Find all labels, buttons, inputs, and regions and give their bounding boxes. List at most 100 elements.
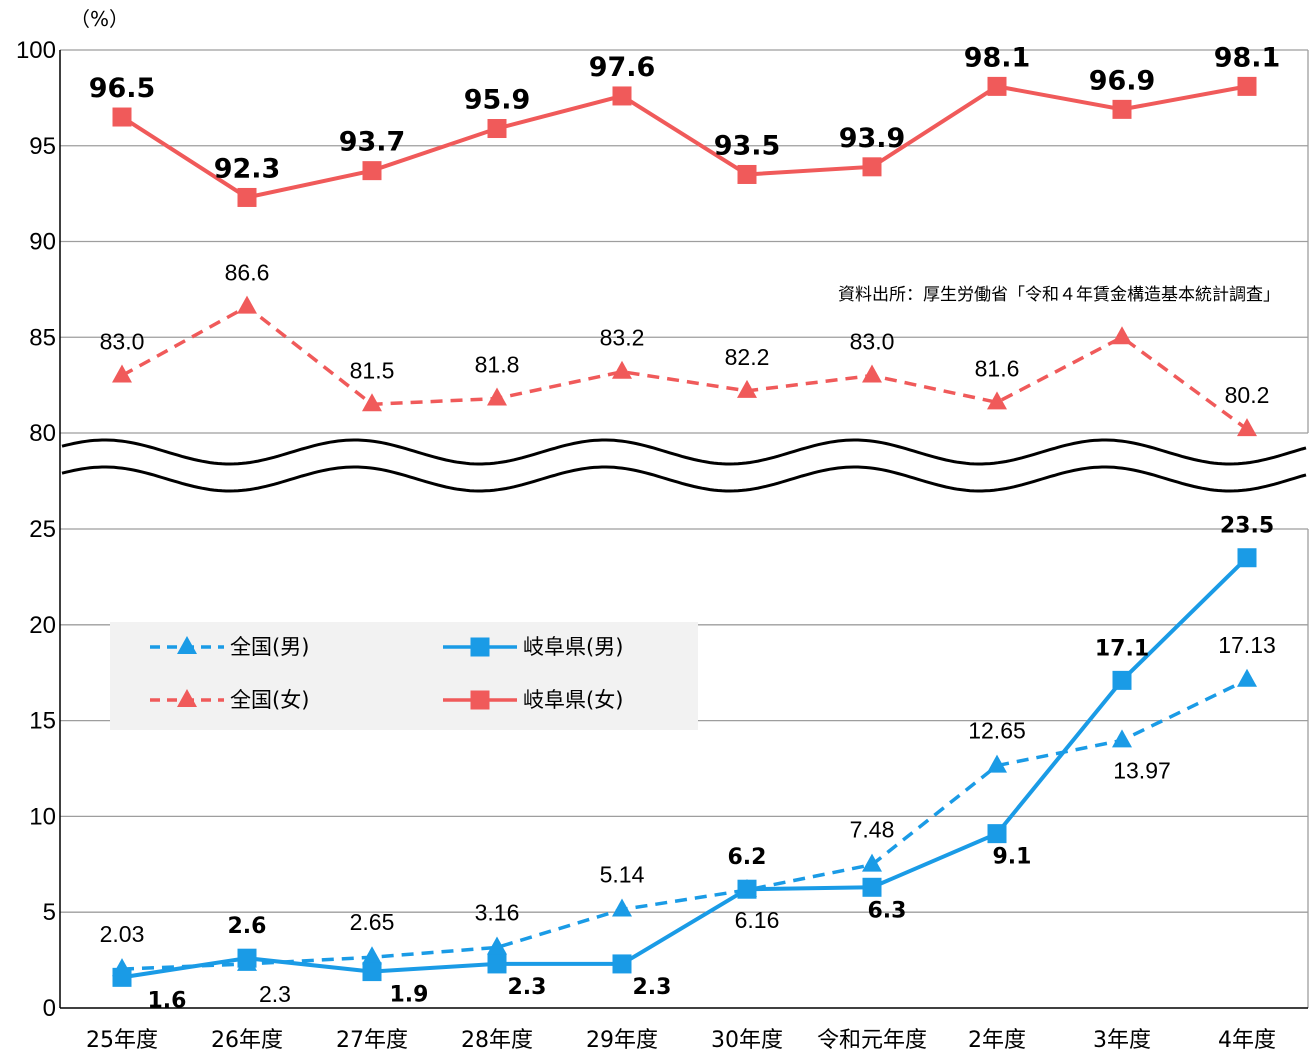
data-label: 9.1 bbox=[993, 845, 1032, 870]
data-point-triangle bbox=[737, 379, 757, 398]
data-label: 6.16 bbox=[735, 907, 780, 933]
data-point-triangle bbox=[1237, 668, 1257, 687]
series-male-gifu bbox=[112, 548, 1257, 987]
y-tick-label: 80 bbox=[29, 420, 56, 447]
data-point-square bbox=[112, 967, 132, 987]
data-point-square bbox=[737, 879, 757, 899]
data-label: 82.2 bbox=[725, 344, 770, 370]
y-tick-labels: 80 85 90 95 100 0 5 10 15 20 25 bbox=[16, 37, 56, 1022]
data-label: 2.03 bbox=[100, 921, 145, 947]
legend-item: 全国(男) bbox=[150, 635, 309, 659]
data-point-square bbox=[737, 164, 757, 184]
data-label: 81.5 bbox=[350, 357, 395, 383]
data-label: 7.48 bbox=[850, 817, 895, 843]
data-point-square bbox=[112, 107, 132, 127]
legend-label: 岐阜県(男) bbox=[523, 635, 623, 659]
data-point-square bbox=[862, 877, 882, 897]
data-label: 86.6 bbox=[225, 260, 270, 286]
data-label: 2.6 bbox=[228, 914, 267, 939]
axis-break-line bbox=[61, 438, 1307, 466]
series-line bbox=[121, 556, 1249, 980]
data-label: 6.2 bbox=[728, 845, 767, 870]
series-line bbox=[121, 304, 1249, 431]
data-label: 1.9 bbox=[390, 983, 429, 1008]
data-point-square bbox=[612, 954, 632, 974]
data-label: 6.3 bbox=[868, 898, 907, 923]
data-point-triangle bbox=[612, 360, 632, 379]
legend-label: 岐阜県(女) bbox=[523, 688, 623, 712]
data-point-triangle bbox=[1112, 729, 1132, 748]
legend-item: 岐阜県(女) bbox=[443, 688, 623, 712]
y-tick-label: 90 bbox=[29, 229, 56, 256]
legend-label: 全国(男) bbox=[230, 635, 309, 659]
data-point-square bbox=[1112, 670, 1132, 690]
series-line bbox=[121, 678, 1248, 971]
data-point-square bbox=[987, 76, 1007, 96]
data-label: 93.7 bbox=[339, 127, 406, 158]
y-tick-label: 5 bbox=[43, 899, 56, 926]
axis-break-line bbox=[61, 465, 1307, 493]
x-tick-label: 30年度 bbox=[711, 1028, 783, 1053]
data-point-square bbox=[237, 948, 257, 968]
data-point-triangle bbox=[1112, 326, 1132, 345]
data-label: 13.97 bbox=[1113, 757, 1171, 783]
x-tick-label: 25年度 bbox=[86, 1028, 158, 1053]
data-label: 96.9 bbox=[1089, 65, 1156, 96]
legend-marker-square bbox=[470, 637, 490, 657]
legend-background bbox=[110, 622, 698, 730]
data-labels: 83.0 86.6 81.5 81.8 83.2 82.2 83.0 81.6 80.2 96.5… bbox=[89, 42, 1281, 1013]
data-point-square bbox=[987, 824, 1007, 844]
series-female-national bbox=[112, 295, 1257, 437]
axis-break-band bbox=[62, 436, 1312, 526]
data-point-square bbox=[1112, 99, 1132, 119]
data-point-triangle bbox=[237, 295, 257, 314]
x-tick-label: 4年度 bbox=[1218, 1028, 1276, 1053]
data-point-triangle bbox=[362, 946, 382, 965]
data-point-square bbox=[1237, 76, 1257, 96]
data-label: 12.65 bbox=[968, 718, 1026, 744]
x-tick-labels: 25年度 26年度 27年度 28年度 29年度 30年度 令和元年度 2年度 3年度 4年度 bbox=[86, 1028, 1276, 1053]
series-female-gifu bbox=[112, 76, 1257, 207]
data-label: 2.65 bbox=[350, 909, 395, 935]
y-tick-label: 85 bbox=[29, 324, 56, 351]
data-label: 2.3 bbox=[508, 975, 547, 1000]
y-tick-label: 10 bbox=[29, 803, 56, 830]
data-label: 2.3 bbox=[259, 981, 291, 1007]
data-point-triangle bbox=[1237, 418, 1257, 437]
data-label: 81.8 bbox=[475, 352, 520, 378]
data-point-triangle bbox=[487, 387, 507, 406]
legend-label: 全国(女) bbox=[230, 688, 309, 712]
data-point-square bbox=[612, 86, 632, 106]
data-label: 83.0 bbox=[100, 329, 145, 355]
data-label: 23.5 bbox=[1220, 514, 1274, 539]
legend-item: 岐阜県(男) bbox=[443, 635, 623, 659]
axis-break bbox=[61, 436, 1312, 526]
data-point-triangle bbox=[487, 936, 507, 955]
x-tick-label: 29年度 bbox=[586, 1028, 658, 1053]
data-point-triangle bbox=[612, 898, 632, 917]
data-point-square bbox=[362, 161, 382, 181]
data-label: 97.6 bbox=[589, 52, 656, 83]
legend-marker-triangle bbox=[177, 636, 197, 654]
data-label: 93.9 bbox=[839, 123, 906, 154]
source-note: 資料出所：厚生労働省「令和４年賃金構造基本統計調査」 bbox=[838, 285, 1280, 305]
data-point-triangle bbox=[112, 364, 132, 383]
data-label: 80.2 bbox=[1225, 382, 1270, 408]
data-point-triangle bbox=[987, 391, 1007, 410]
data-label: 2.3 bbox=[633, 975, 672, 1000]
x-tick-label: 3年度 bbox=[1093, 1028, 1151, 1053]
data-point-triangle bbox=[987, 754, 1007, 773]
data-label: 81.6 bbox=[975, 355, 1020, 381]
data-point-square bbox=[237, 187, 257, 207]
data-label: 98.1 bbox=[964, 42, 1031, 73]
legend: 全国(男) 岐阜県(男) 全国(女) 岐阜県(女) bbox=[110, 622, 698, 730]
data-point-triangle bbox=[862, 853, 882, 872]
y-tick-label: 15 bbox=[29, 708, 56, 735]
data-label: 98.1 bbox=[1214, 42, 1281, 73]
data-label: 93.5 bbox=[714, 130, 781, 161]
x-tick-label: 26年度 bbox=[211, 1028, 283, 1053]
data-label: 83.0 bbox=[850, 329, 895, 355]
data-point-square bbox=[362, 962, 382, 982]
x-tick-label: 27年度 bbox=[336, 1028, 408, 1053]
